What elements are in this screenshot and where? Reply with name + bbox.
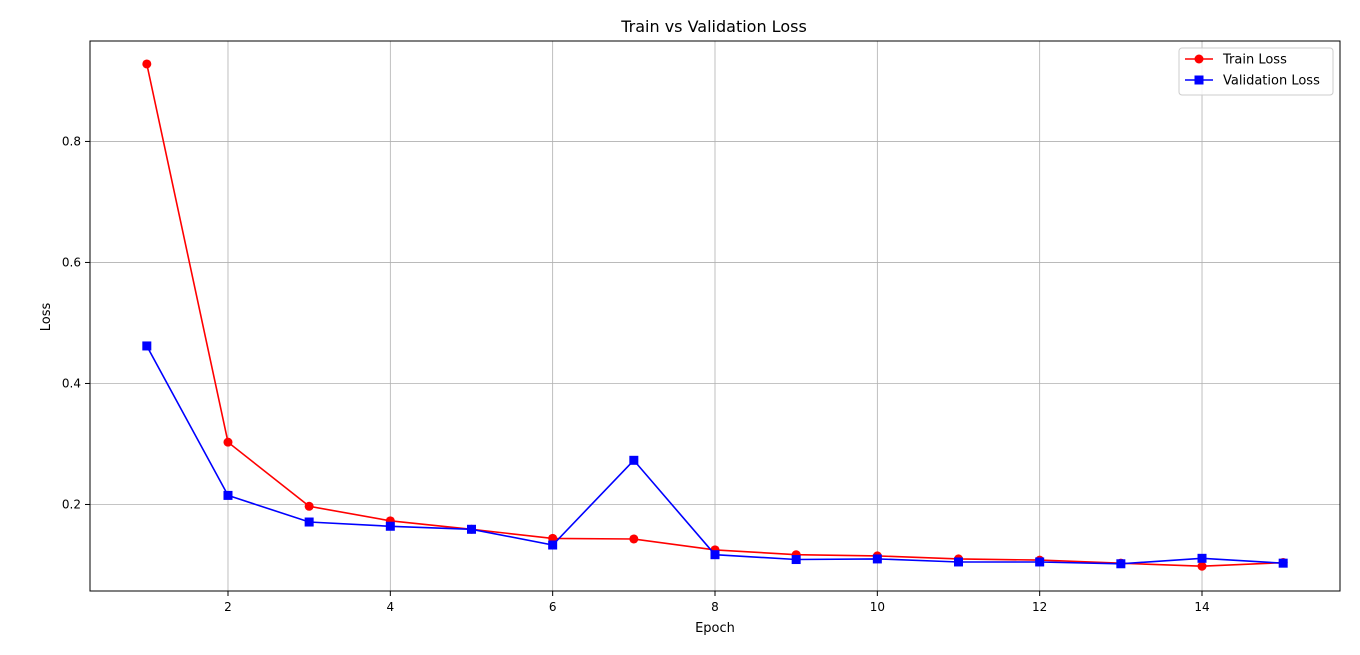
legend-marker	[1194, 75, 1204, 85]
data-point	[385, 521, 395, 531]
data-point	[304, 501, 314, 511]
x-tick-label: 6	[549, 600, 557, 614]
data-point	[142, 341, 152, 351]
x-tick-label: 4	[387, 600, 395, 614]
legend: Train Loss Validation Loss	[1178, 47, 1334, 96]
data-point	[304, 517, 314, 527]
data-point	[223, 490, 233, 500]
legend-box	[1178, 47, 1334, 96]
y-tick-label: 0.2	[62, 497, 81, 511]
grid-lines	[90, 41, 1340, 591]
data-point	[1197, 561, 1207, 571]
data-point	[548, 540, 558, 550]
legend-marker	[1194, 54, 1204, 64]
legend-label: Train Loss	[1222, 53, 1287, 68]
data-point	[872, 554, 882, 564]
data-point	[1035, 557, 1045, 567]
x-tick-label: 8	[711, 600, 719, 614]
x-axis: 2 4 6 8 10 12 14	[224, 591, 1210, 614]
series-1	[142, 341, 1288, 569]
data-point	[223, 437, 233, 447]
data-point	[1116, 559, 1126, 569]
y-axis-label: Loss	[39, 303, 54, 332]
data-point	[1278, 558, 1288, 568]
data-point	[466, 524, 476, 534]
x-tick-label: 10	[870, 600, 885, 614]
legend-item: Train Loss	[1185, 53, 1287, 68]
y-axis: 0.2 0.4 0.6 0.8	[62, 134, 90, 511]
series-0	[142, 59, 1288, 571]
data-point	[791, 555, 801, 565]
data-point	[629, 534, 639, 544]
data-point	[629, 455, 639, 465]
y-tick-label: 0.6	[62, 255, 81, 269]
y-tick-label: 0.8	[62, 134, 81, 148]
data-point	[1197, 553, 1207, 563]
x-tick-label: 12	[1032, 600, 1047, 614]
series-layer	[142, 59, 1288, 571]
x-axis-label: Epoch	[695, 621, 735, 636]
x-tick-label: 2	[224, 600, 232, 614]
legend-label: Validation Loss	[1223, 74, 1320, 89]
legend-item: Validation Loss	[1185, 74, 1320, 89]
y-tick-label: 0.4	[62, 376, 81, 390]
data-point	[954, 557, 964, 567]
x-tick-label: 14	[1194, 600, 1209, 614]
chart-title: Train vs Validation Loss	[620, 17, 807, 36]
data-point	[142, 59, 152, 69]
data-point	[710, 550, 720, 560]
